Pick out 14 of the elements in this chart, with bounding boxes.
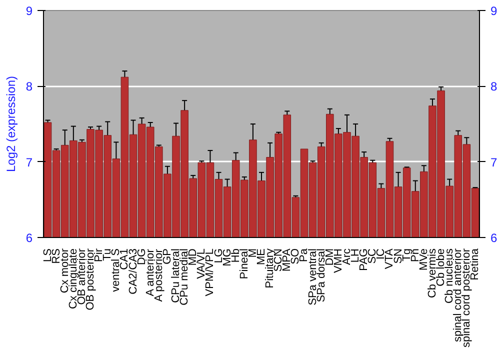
- x-tick-label: OB posterior: [84, 248, 97, 310]
- y-axis-title: Log2 (expression): [4, 76, 18, 172]
- x-tick-label: Tg: [400, 248, 413, 262]
- y2-tick-label: 9: [490, 4, 498, 18]
- y-tick-label: 9: [26, 4, 33, 18]
- y2-tick-label: 6: [490, 231, 498, 245]
- y2-tick-label: 7: [490, 155, 498, 170]
- y-tick-label: 7: [26, 155, 33, 170]
- y2-tick-label: 8: [490, 80, 498, 94]
- x-tick-label: A posterior: [152, 248, 165, 302]
- x-tick-label: Retina: [469, 248, 482, 280]
- y-tick-label: 6: [26, 231, 33, 245]
- y-tick-label: 8: [26, 80, 33, 94]
- x-tick-label: RS: [50, 248, 62, 264]
